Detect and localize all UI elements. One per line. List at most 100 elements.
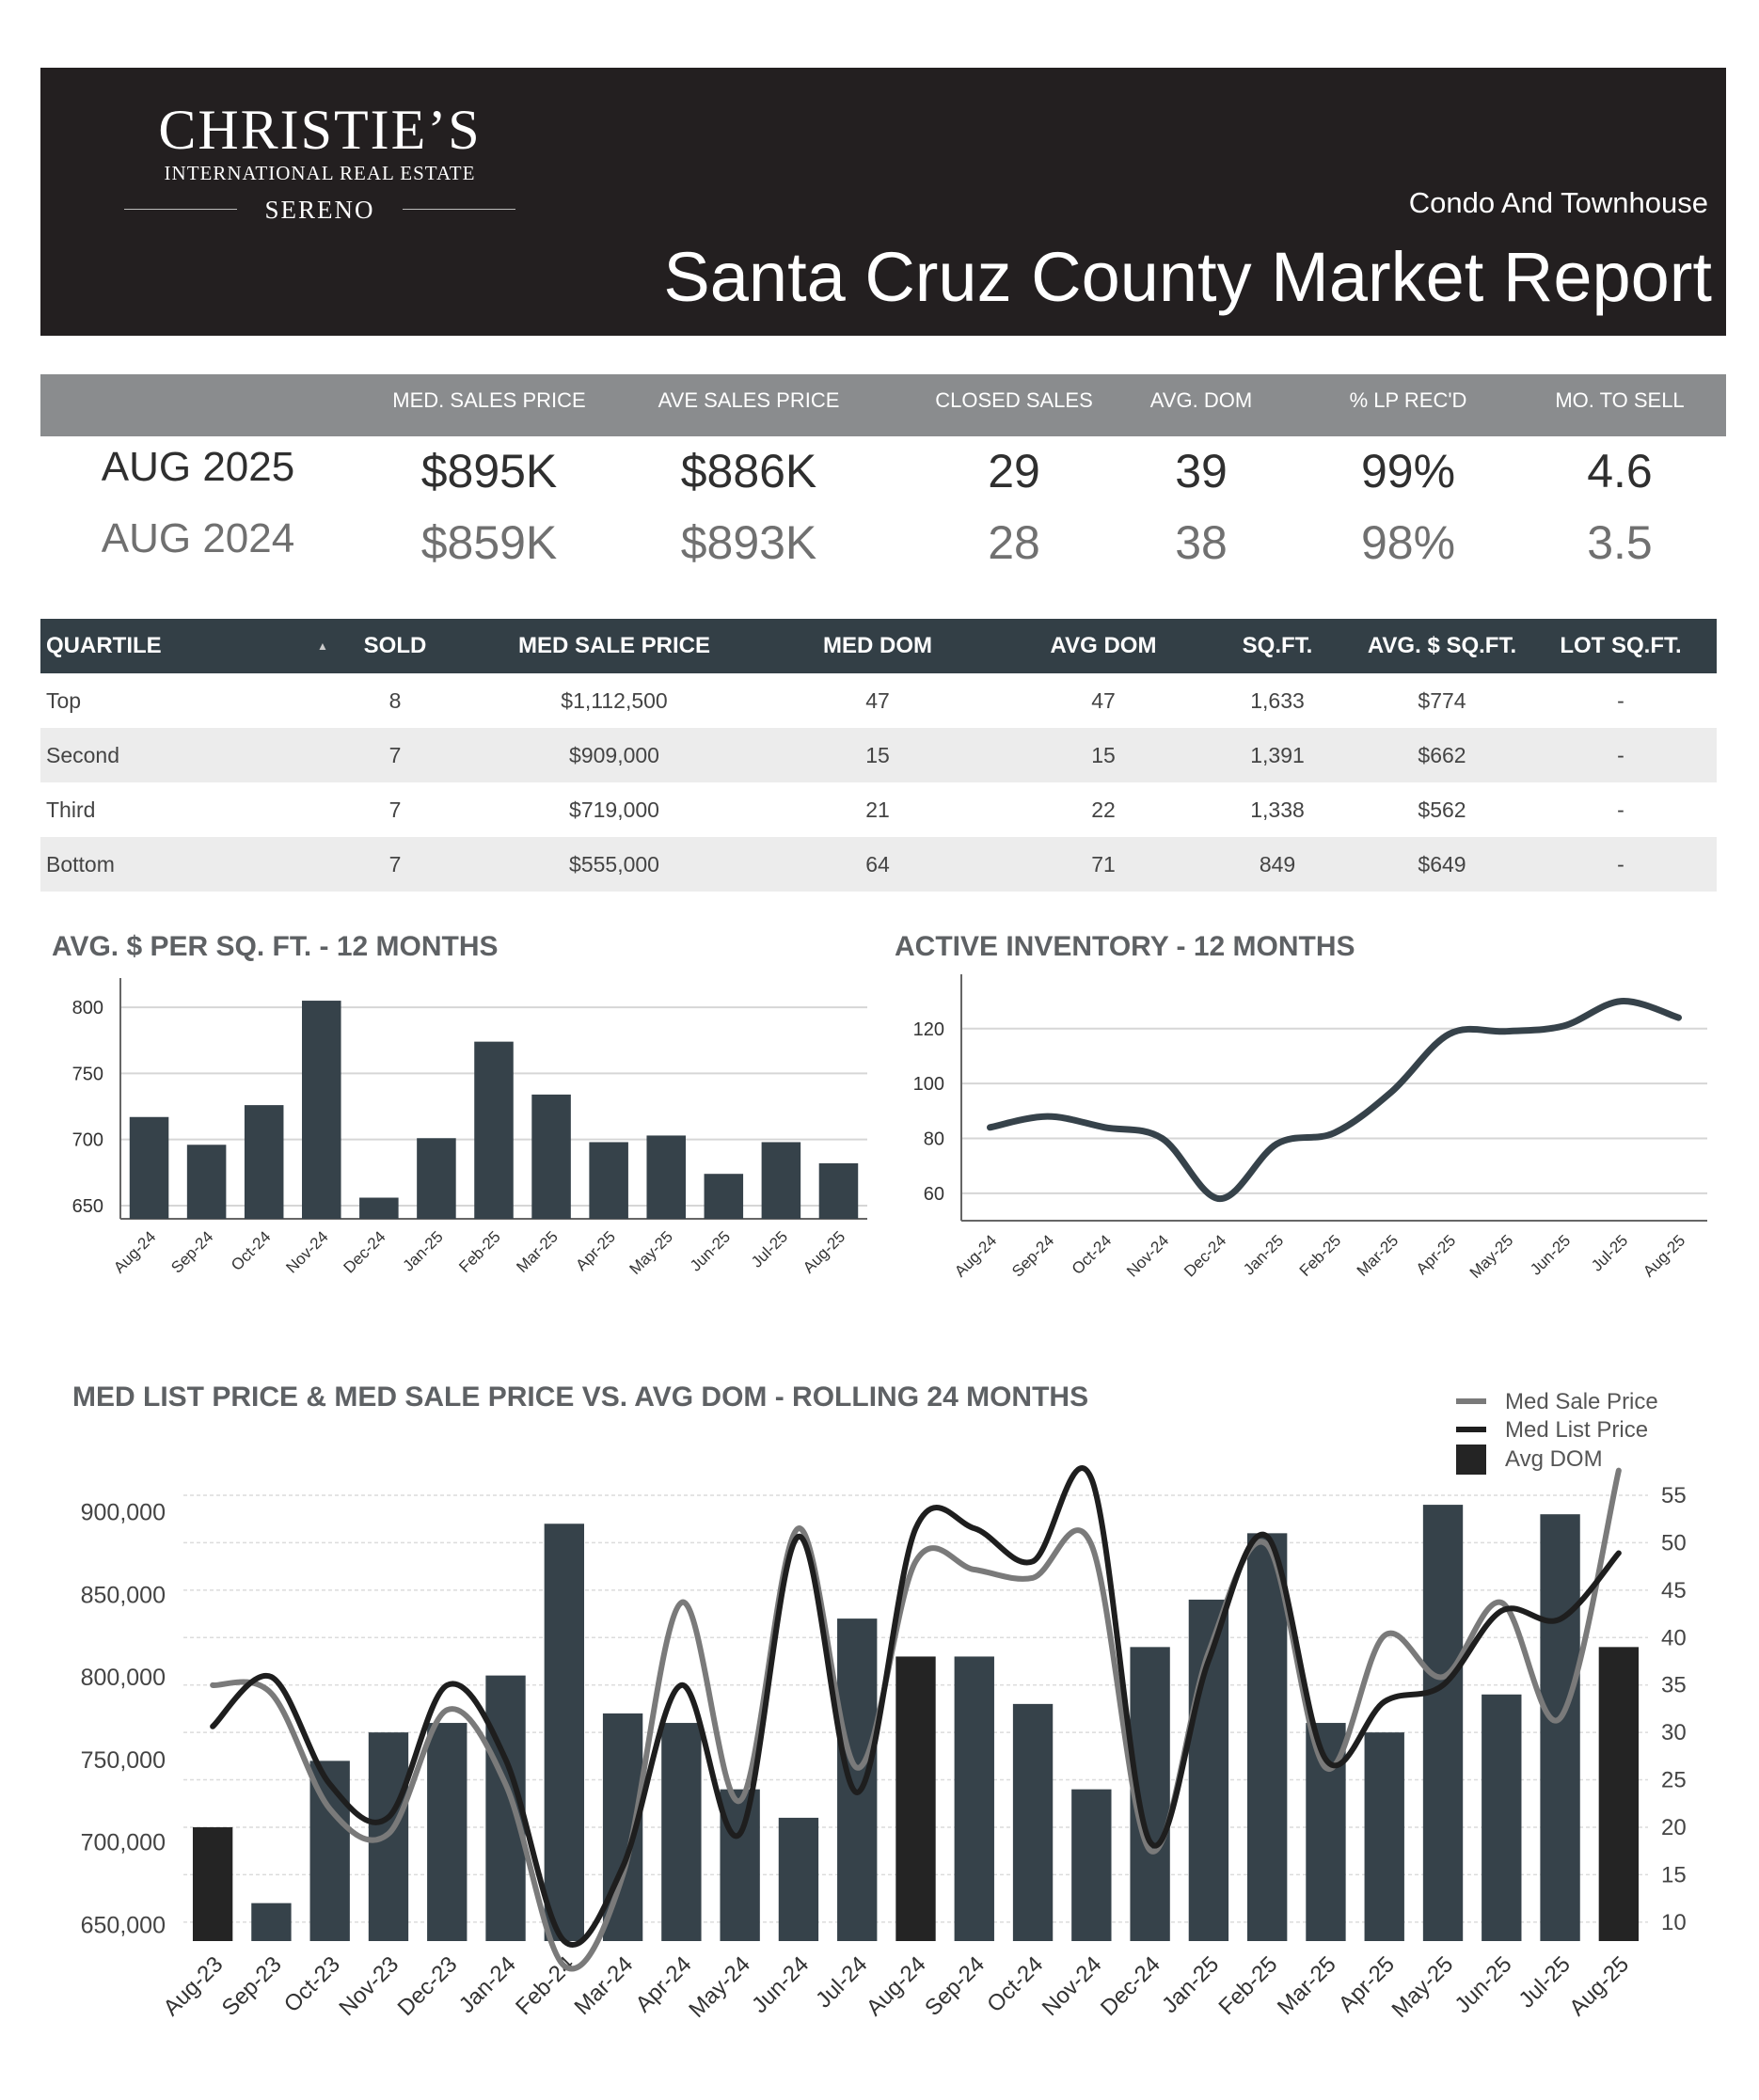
summary-prior-ave-price: $893K — [680, 516, 817, 569]
x-tick-label: Mar-25 — [1273, 1951, 1341, 2020]
col-header-avg-price-sqft[interactable]: AVG. $ SQ.FT. — [1367, 633, 1517, 658]
cell-sold: 7 — [388, 743, 402, 767]
col-header-quartile[interactable]: QUARTILE — [46, 633, 162, 658]
x-tick-label: Mar-25 — [513, 1227, 562, 1276]
cell-sold: 8 — [388, 688, 402, 713]
legend-label-med-list-price: Med List Price — [1505, 1417, 1648, 1443]
bar — [244, 1105, 284, 1219]
cell-med-dom: 64 — [865, 852, 890, 876]
x-tick-label: Dec-24 — [1181, 1231, 1229, 1280]
chart-title-rolling: MED LIST PRICE & MED SALE PRICE VS. AVG … — [72, 1382, 1089, 1413]
chart-title-avg-ppsf: AVG. $ PER SQ. FT. - 12 MONTHS — [52, 931, 499, 962]
y-left-tick-label: 750,000 — [81, 1747, 166, 1774]
x-tick-label: Oct-24 — [1069, 1231, 1116, 1278]
bar — [589, 1142, 628, 1219]
dom-bar — [251, 1903, 292, 1941]
col-header-sold[interactable]: SOLD — [363, 633, 427, 658]
x-tick-label: Dec-24 — [340, 1227, 388, 1276]
x-tick-label: May-25 — [1387, 1951, 1459, 2023]
bar — [704, 1174, 744, 1219]
summary-header-lp-recd: % LP REC'D — [1349, 388, 1467, 412]
cell-sold: 7 — [388, 797, 402, 822]
med-list-price-line — [210, 1465, 1622, 1948]
x-tick-label: Jan-25 — [1240, 1231, 1287, 1278]
summary-current-avg-dom: 39 — [1175, 445, 1228, 497]
x-tick-label: Aug-24 — [951, 1231, 1000, 1280]
summary-current-closed-sales: 29 — [988, 445, 1040, 497]
x-tick-label: Feb-24 — [511, 1951, 579, 2020]
y-right-tick-label: 10 — [1661, 1910, 1687, 1935]
summary-current-ave-price: $886K — [680, 445, 817, 497]
x-tick-label: Oct-24 — [982, 1951, 1048, 2017]
x-tick-label: Nov-24 — [1038, 1951, 1107, 2021]
summary-prior-med-price: $859K — [420, 516, 558, 569]
summary-row-label-prior: AUG 2024 — [101, 515, 295, 561]
x-tick-label: Dec-23 — [393, 1951, 463, 2021]
y-tick-label: 700 — [72, 1130, 103, 1151]
sort-ascending-icon[interactable]: ▲ — [317, 639, 328, 653]
x-tick-label: Aug-25 — [800, 1227, 848, 1276]
cell-avg-dom: 22 — [1091, 797, 1116, 822]
y-right-tick-label: 50 — [1661, 1530, 1687, 1555]
x-tick-label: Mar-24 — [569, 1951, 638, 2020]
y-tick-label: 80 — [924, 1129, 944, 1149]
cell-avg-dom: 71 — [1091, 852, 1116, 876]
cell-med-sale-price: $909,000 — [569, 743, 659, 767]
x-tick-label: Apr-25 — [1413, 1231, 1460, 1278]
summary-header-mo-to-sell: MO. TO SELL — [1555, 388, 1685, 412]
x-tick-label: May-25 — [1466, 1231, 1517, 1282]
cell-sold: 7 — [388, 852, 402, 876]
x-tick-label: Jun-25 — [1527, 1231, 1574, 1278]
x-tick-label: Mar-25 — [1354, 1231, 1402, 1280]
cell-lot-sqft: - — [1617, 852, 1624, 876]
bar — [359, 1197, 399, 1219]
y-right-tick-label: 55 — [1661, 1483, 1687, 1508]
cell-med-dom: 47 — [865, 688, 890, 713]
bar — [646, 1135, 686, 1219]
summary-header-closed-sales: CLOSED SALES — [935, 388, 1093, 412]
dom-bar — [427, 1723, 467, 1941]
cell-med-sale-price: $719,000 — [569, 797, 659, 822]
col-header-med-sale-price[interactable]: MED SALE PRICE — [517, 633, 711, 658]
cell-quartile: Second — [46, 743, 120, 767]
x-tick-label: Feb-25 — [1296, 1231, 1345, 1280]
x-tick-label: Nov-24 — [282, 1227, 331, 1276]
logo-divider-right — [403, 209, 515, 210]
brand-logo-main: CHRISTIE’S — [158, 99, 482, 161]
y-right-tick-label: 15 — [1661, 1862, 1687, 1887]
bar — [531, 1094, 571, 1219]
dom-bar — [192, 1826, 233, 1941]
col-header-med-dom[interactable]: MED DOM — [823, 633, 932, 658]
cell-sqft: 1,633 — [1250, 688, 1305, 713]
cell-lot-sqft: - — [1617, 688, 1624, 713]
y-right-tick-label: 35 — [1661, 1673, 1687, 1698]
x-tick-label: Nov-24 — [1123, 1231, 1172, 1280]
report-header — [40, 68, 1726, 336]
dom-bar — [954, 1656, 994, 1941]
dom-bar — [661, 1723, 702, 1941]
x-tick-label: Aug-25 — [1564, 1951, 1634, 2021]
summary-header-ave-price: AVE SALES PRICE — [658, 388, 840, 412]
bar — [417, 1138, 456, 1219]
bar — [129, 1116, 169, 1219]
y-tick-label: 120 — [913, 1019, 944, 1040]
x-tick-label: Feb-25 — [455, 1227, 504, 1276]
y-tick-label: 750 — [72, 1064, 103, 1084]
col-header-avg-dom[interactable]: AVG DOM — [1050, 633, 1157, 658]
cell-avg-price-sqft: $774 — [1418, 688, 1466, 713]
cell-avg-price-sqft: $562 — [1418, 797, 1466, 822]
cell-quartile: Third — [46, 797, 96, 822]
summary-prior-avg-dom: 38 — [1175, 516, 1228, 569]
x-tick-label: Jan-25 — [400, 1227, 447, 1274]
dom-bar — [1482, 1694, 1522, 1941]
x-tick-label: May-25 — [626, 1227, 677, 1278]
x-tick-label: Apr-25 — [572, 1227, 619, 1274]
summary-prior-mo-to-sell: 3.5 — [1587, 516, 1653, 569]
dom-bar — [1071, 1789, 1112, 1941]
x-tick-label: Jan-25 — [1157, 1951, 1224, 2018]
col-header-sqft[interactable]: SQ.FT. — [1242, 633, 1313, 658]
summary-header-med-price: MED. SALES PRICE — [392, 388, 586, 412]
dom-bar — [895, 1656, 936, 1941]
y-right-tick-label: 45 — [1661, 1578, 1687, 1603]
col-header-lot-sqft[interactable]: LOT SQ.FT. — [1560, 633, 1682, 658]
